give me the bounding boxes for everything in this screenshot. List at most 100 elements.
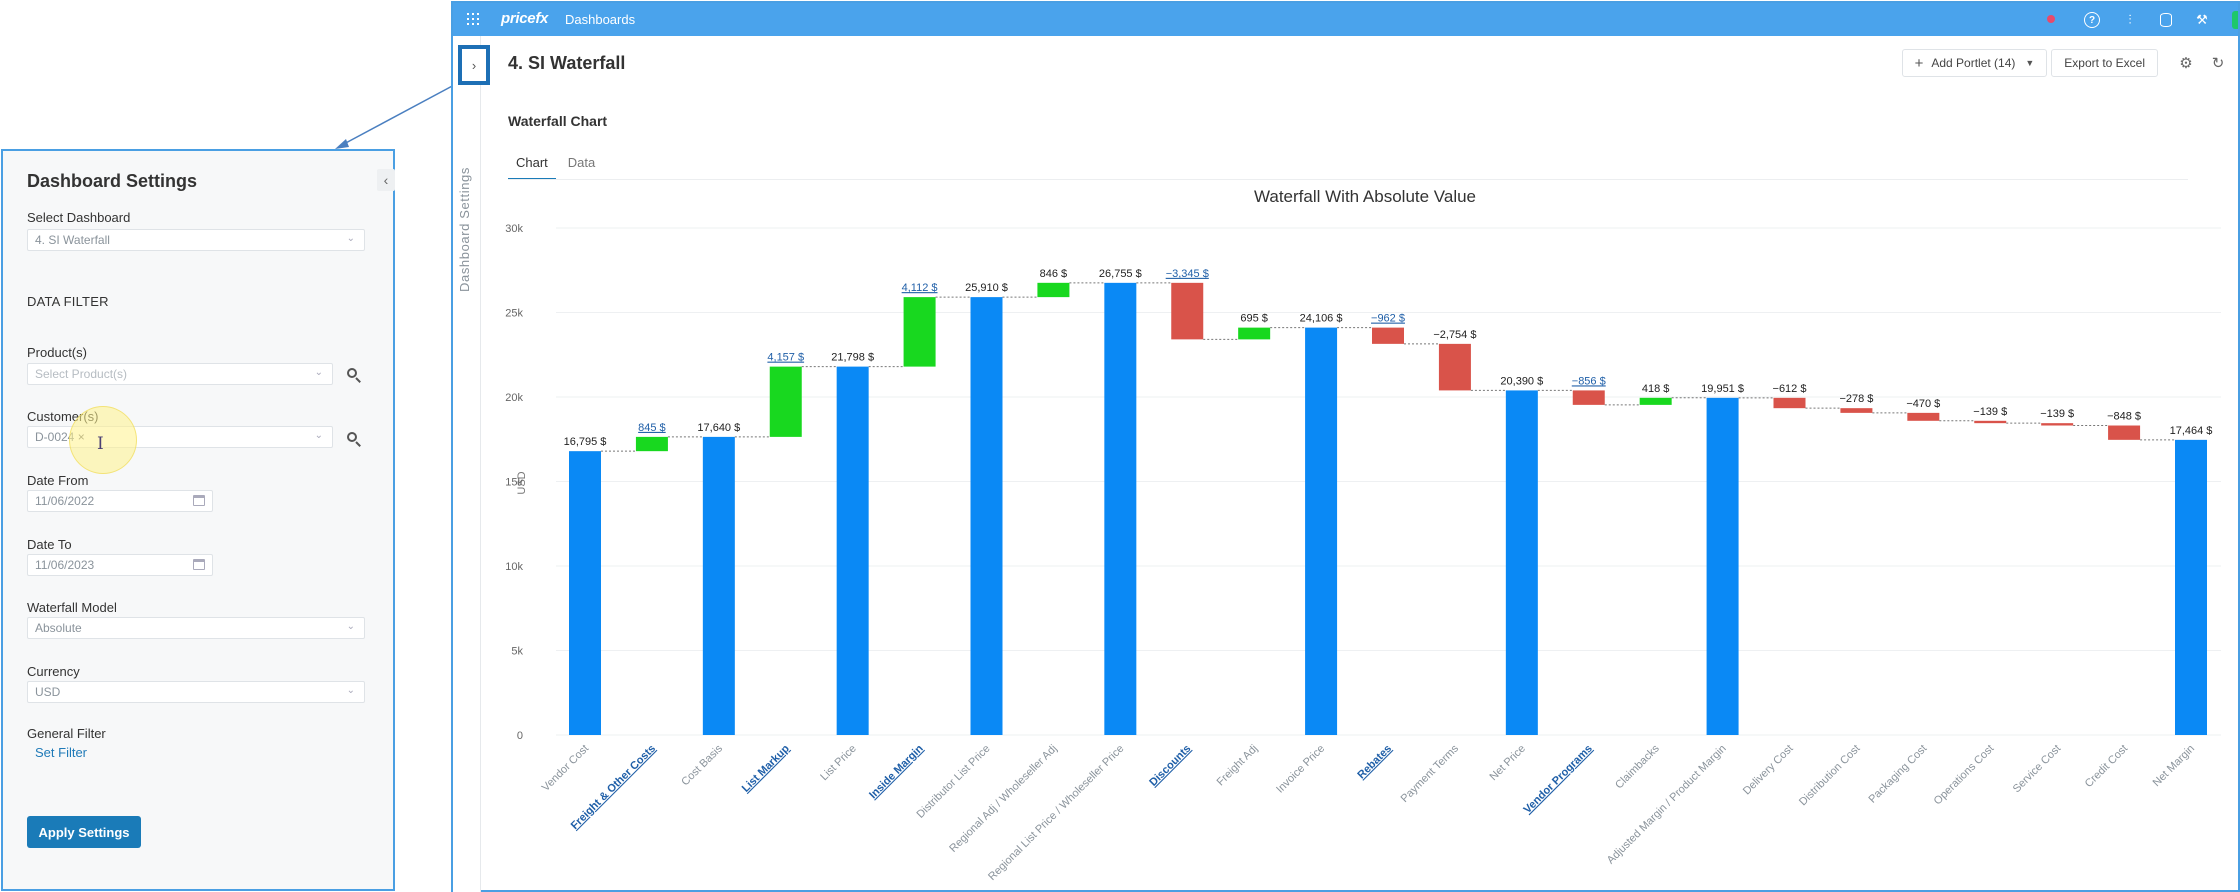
data-label: −139 $ xyxy=(1973,406,2007,418)
x-tick-label: Regional List Price / Wholeseller Price xyxy=(986,743,1126,883)
gear-icon[interactable]: ⚙ xyxy=(2179,55,2193,72)
x-tick-label: Freight Adj xyxy=(1215,743,1261,789)
data-label: 26,755 $ xyxy=(1099,268,1142,280)
expand-settings-button[interactable]: › xyxy=(458,45,490,85)
date-from-input[interactable]: 11/06/2022 xyxy=(27,490,213,512)
page-toolbar: + Add Portlet (14) ▼ Export to Excel ⚙ ↻ xyxy=(1901,49,2238,77)
add-portlet-button[interactable]: + Add Portlet (14) ▼ xyxy=(1901,49,2048,77)
date-to-value: 11/06/2023 xyxy=(35,558,95,572)
waterfall-bar xyxy=(769,366,802,437)
chart-title: Waterfall With Absolute Value xyxy=(1254,187,1476,206)
currency-label: Currency xyxy=(27,664,80,679)
apply-settings-button[interactable]: Apply Settings xyxy=(27,816,141,848)
chevron-down-icon: ⌄ xyxy=(314,430,323,441)
date-from-label: Date From xyxy=(27,473,89,488)
data-label: 17,640 $ xyxy=(697,422,740,434)
waterfall-bar xyxy=(1840,408,1873,413)
user-avatar[interactable] xyxy=(2232,11,2238,29)
select-dashboard-dropdown[interactable]: 4. SI Waterfall ⌄ xyxy=(27,229,365,251)
nav-dashboards[interactable]: Dashboards xyxy=(565,12,636,27)
y-tick-label: 30k xyxy=(505,223,523,235)
products-placeholder: Select Product(s) xyxy=(35,367,128,381)
notification-icon[interactable] xyxy=(2046,12,2062,28)
waterfall-model-dropdown[interactable]: Absolute ⌄ xyxy=(27,617,365,639)
waterfall-bar xyxy=(1505,390,1538,735)
waterfall-bar xyxy=(1372,327,1404,344)
x-tick-label: Packaging Cost xyxy=(1866,743,1929,806)
tools-icon[interactable]: ⚒ xyxy=(2196,12,2208,27)
products-search-icon[interactable] xyxy=(346,367,362,383)
waterfall-bar xyxy=(1907,412,1940,421)
x-tick-label: Payment Terms xyxy=(1399,742,1462,805)
x-tick-label: Adjusted Margin / Product Margin xyxy=(1605,743,1729,867)
x-tick-label: Vendor Programs xyxy=(1522,743,1595,816)
data-label: −278 $ xyxy=(1839,393,1873,405)
x-tick-label: Credit Cost xyxy=(2083,743,2130,790)
y-tick-label: 10k xyxy=(505,561,523,573)
collapse-panel-button[interactable]: ‹ xyxy=(377,169,395,191)
date-to-input[interactable]: 11/06/2023 xyxy=(27,554,213,576)
data-label: −962 $ xyxy=(1371,313,1405,325)
x-tick-label: Inside Margin xyxy=(867,742,926,801)
tab-data[interactable]: Data xyxy=(567,155,596,170)
date-from-value: 11/06/2022 xyxy=(35,494,95,508)
customers-search-icon[interactable] xyxy=(346,431,362,447)
data-filter-heading: DATA FILTER xyxy=(27,294,109,309)
y-tick-label: 15k xyxy=(505,477,523,489)
y-tick-label: 5k xyxy=(511,646,523,658)
select-dashboard-value: 4. SI Waterfall xyxy=(35,233,110,247)
portlet-tabs: Chart Data xyxy=(508,149,607,180)
x-tick-label: Regional Adj / Wholeseller Adj xyxy=(947,743,1059,855)
waterfall-bar xyxy=(569,451,601,735)
set-filter-link[interactable]: Set Filter xyxy=(35,745,88,760)
x-tick-label: Service Cost xyxy=(2011,743,2064,796)
date-to-label: Date To xyxy=(27,537,72,552)
sliders-icon[interactable]: ⫶ xyxy=(2128,12,2132,27)
data-label: 418 $ xyxy=(1642,383,1670,395)
x-tick-label: Discounts xyxy=(1147,743,1193,789)
waterfall-bar xyxy=(1773,397,1806,409)
x-tick-label: Rebates xyxy=(1355,743,1394,782)
chevron-down-icon: ⌄ xyxy=(346,233,355,244)
products-select[interactable]: Select Product(s) ⌄ xyxy=(27,363,333,385)
help-icon[interactable]: ? xyxy=(2084,12,2100,28)
products-label: Product(s) xyxy=(27,345,87,360)
x-tick-label: List Markup xyxy=(740,742,792,794)
database-icon[interactable] xyxy=(2160,13,2172,27)
portlet-title: Waterfall Chart xyxy=(508,113,608,129)
waterfall-bar xyxy=(2108,425,2141,440)
data-label: 845 $ xyxy=(638,422,666,434)
x-tick-label: Distributor List Price xyxy=(915,743,993,821)
waterfall-bar xyxy=(2175,439,2207,735)
data-label: −2,754 $ xyxy=(1433,329,1476,341)
y-tick-label: 0 xyxy=(517,730,523,742)
data-label: 19,951 $ xyxy=(1701,383,1744,395)
chevron-down-icon: ⌄ xyxy=(346,621,355,632)
data-label: 25,910 $ xyxy=(965,282,1008,294)
data-label: −856 $ xyxy=(1572,375,1606,387)
chevron-left-icon: ‹ xyxy=(383,172,389,188)
waterfall-bar xyxy=(1438,343,1471,391)
top-bar: pricefx Dashboards ? ⫶ ⚒ xyxy=(453,3,2238,36)
dashboard-settings-panel: ‹ Dashboard Settings Select Dashboard 4.… xyxy=(1,149,395,891)
data-label: −612 $ xyxy=(1773,383,1807,395)
tab-chart[interactable]: Chart xyxy=(508,149,556,180)
x-tick-label: Net Price xyxy=(1487,743,1527,783)
chevron-down-icon: ⌄ xyxy=(346,685,355,696)
page-title: 4. SI Waterfall xyxy=(508,53,626,73)
waterfall-bar xyxy=(836,366,869,735)
waterfall-bar xyxy=(635,436,668,452)
refresh-icon[interactable]: ↻ xyxy=(2211,55,2225,72)
brand-logo[interactable]: pricefx xyxy=(501,10,549,27)
app-launcher-icon[interactable] xyxy=(467,13,479,25)
waterfall-bar xyxy=(1171,282,1204,340)
chevron-down-icon: ▼ xyxy=(2025,58,2035,68)
waterfall-bar xyxy=(1974,420,2007,424)
export-excel-button[interactable]: Export to Excel xyxy=(2051,49,2158,77)
waterfall-bar xyxy=(1305,327,1338,735)
currency-dropdown[interactable]: USD ⌄ xyxy=(27,681,365,703)
data-label: −848 $ xyxy=(2107,411,2141,423)
x-tick-label: Vendor Cost xyxy=(540,743,591,794)
data-label: 4,112 $ xyxy=(902,282,938,294)
chevron-down-icon: ⌄ xyxy=(314,367,323,378)
